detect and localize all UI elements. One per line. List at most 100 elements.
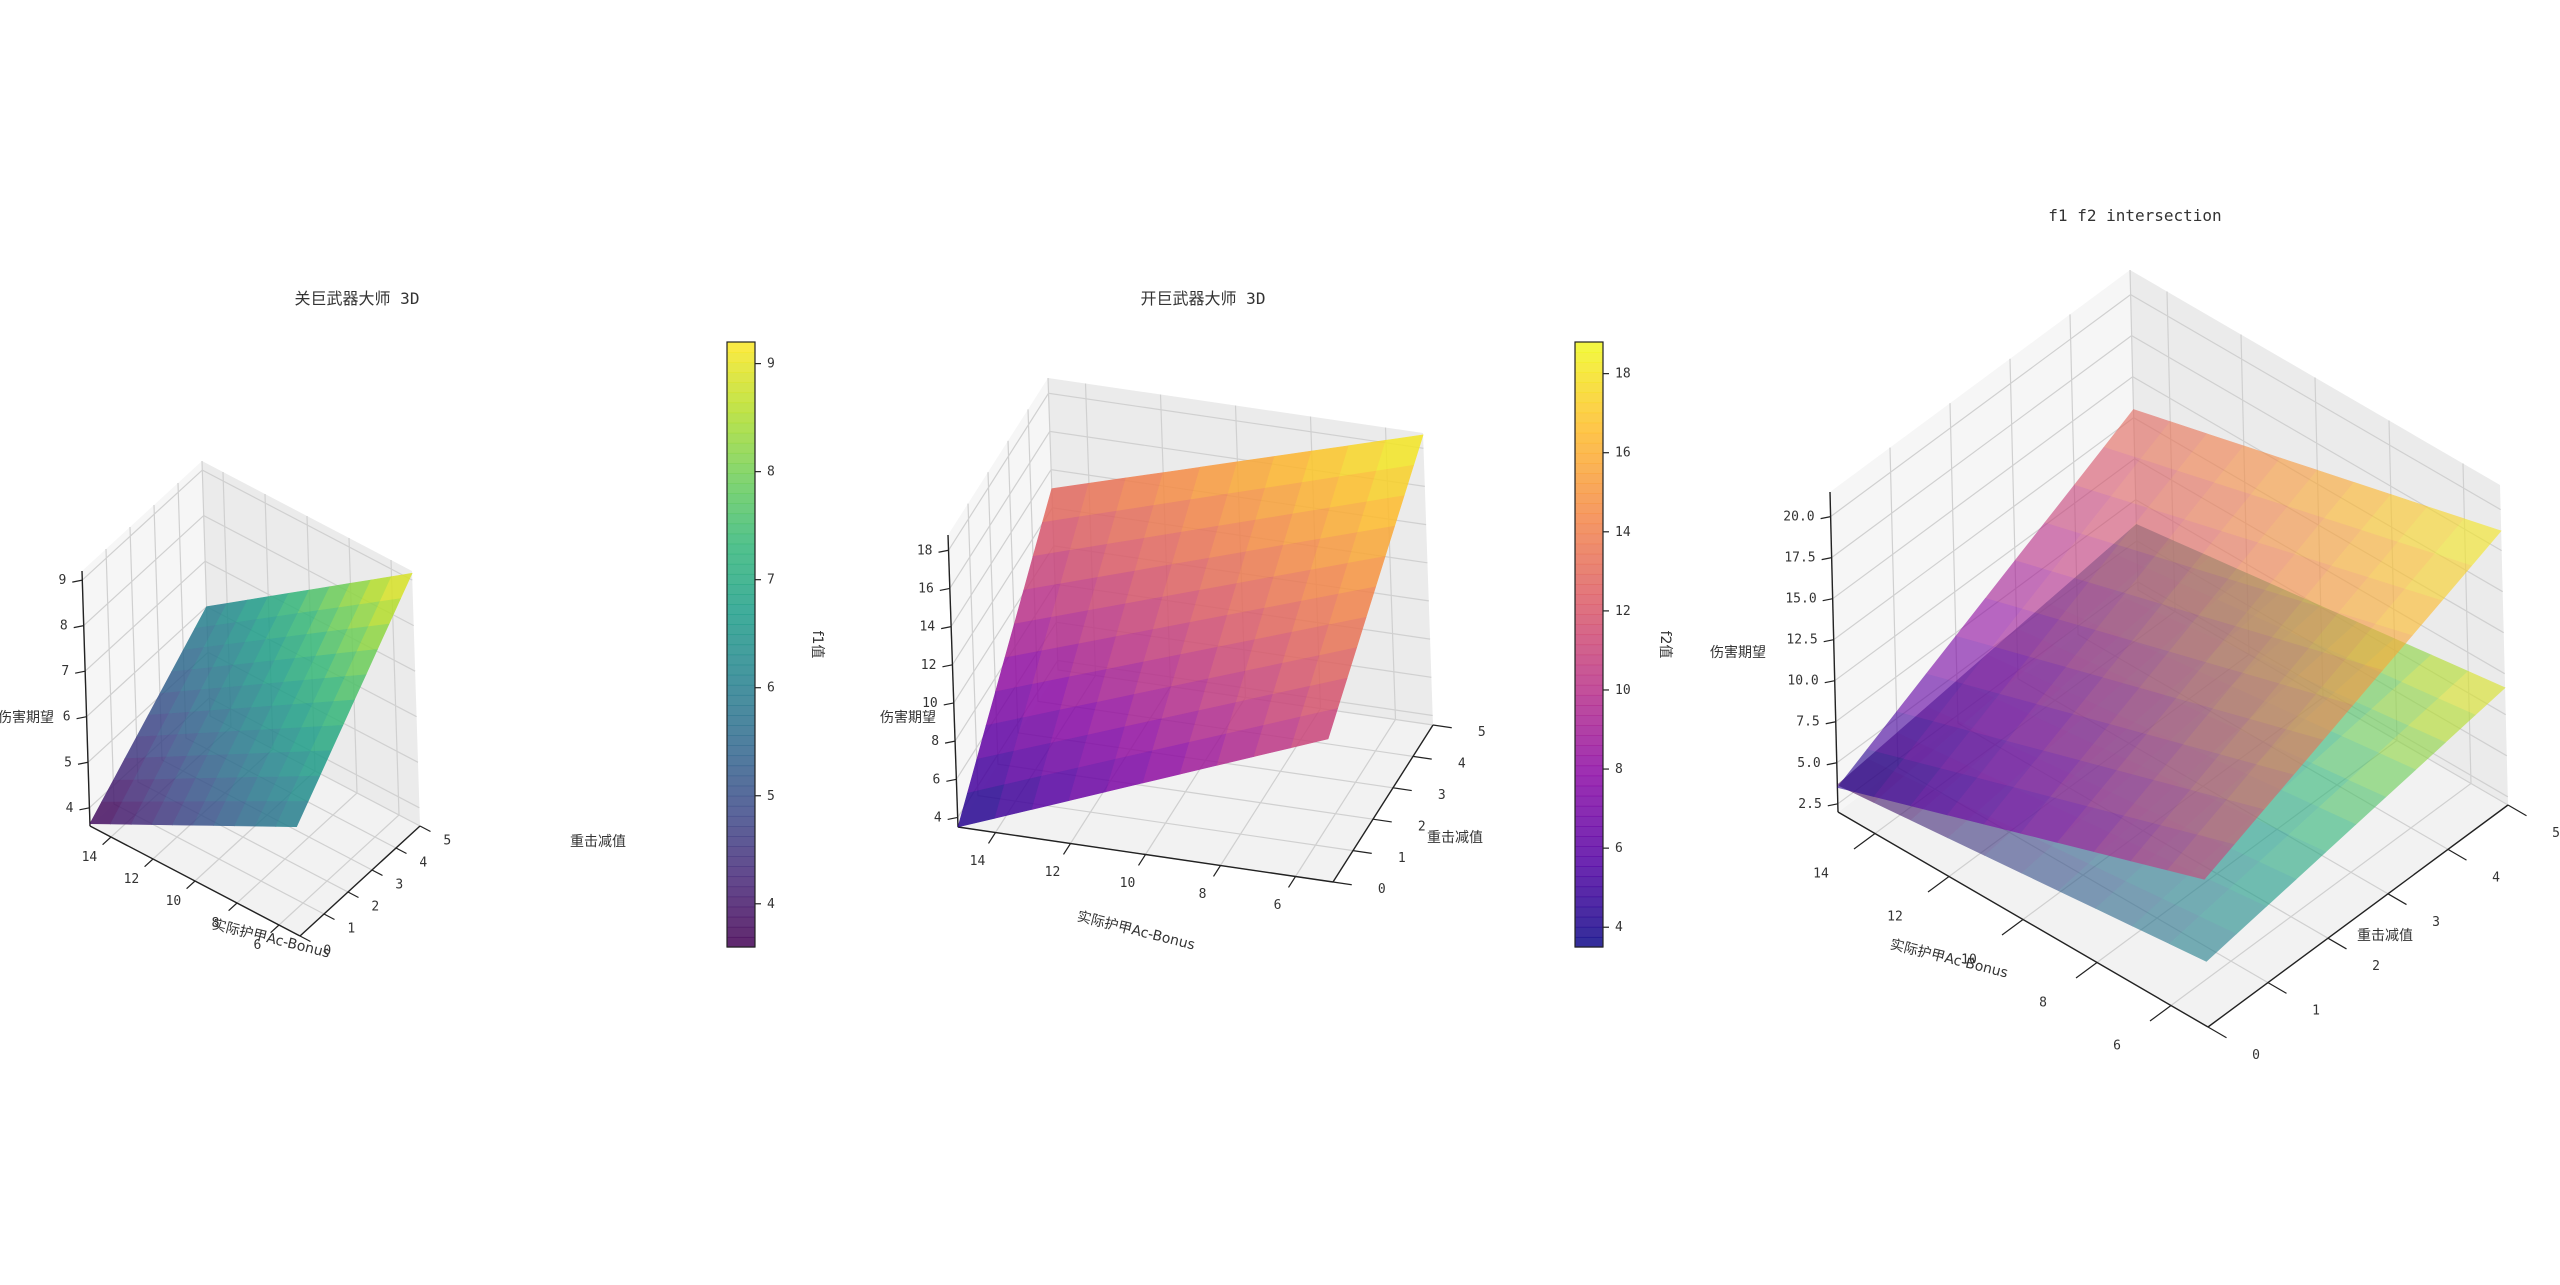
colorbar-band — [1575, 473, 1603, 484]
colorbar-band — [727, 805, 755, 817]
colorbar-band — [727, 584, 755, 595]
x-tick-label: 12 — [1045, 865, 1061, 880]
grid-z — [947, 392, 1424, 551]
colorbar-band — [727, 846, 755, 857]
x-tick-label: 8 — [1199, 887, 1207, 902]
colorbar-tick-label: 6 — [767, 681, 775, 696]
colorbar-band — [727, 896, 755, 908]
colorbar-band — [727, 755, 755, 767]
colorbar-tick-label: 18 — [1615, 367, 1631, 382]
x-tick-label: 14 — [1813, 866, 1829, 881]
colorbar-band — [1575, 452, 1603, 464]
z-axis-label: 伤害期望 — [0, 710, 54, 726]
colorbar: 4 6 8 10 12 14 16 18 f2值 — [1574, 341, 1673, 948]
x-tick-label: 8 — [211, 916, 219, 931]
colorbar-band — [727, 654, 755, 666]
colorbar-band — [1575, 372, 1603, 383]
z-tick — [75, 670, 86, 674]
colorbar-band — [1575, 745, 1603, 757]
y-axis-label: 重击减值 — [570, 834, 626, 850]
z-tick-label: 15.0 — [1785, 592, 1816, 607]
colorbar-band — [727, 674, 755, 686]
chart-title: 开巨武器大师 3D — [1141, 289, 1266, 308]
colorbar-band — [727, 664, 755, 676]
colorbar-band — [727, 452, 755, 464]
grid-z — [81, 469, 413, 581]
x-tick — [270, 924, 280, 934]
colorbar-band — [1575, 432, 1603, 444]
x-tick — [987, 832, 997, 844]
x-tick — [228, 902, 238, 912]
colorbar-tick-label: 12 — [1615, 604, 1631, 619]
colorbar-band — [727, 725, 755, 736]
z-axis-line — [947, 534, 959, 828]
colorbar-band — [1575, 694, 1603, 706]
x-tick — [1927, 876, 1950, 893]
colorbar-band — [727, 594, 755, 605]
colorbar-band — [1575, 553, 1603, 565]
y-tick — [1392, 787, 1412, 792]
colorbar-band — [727, 765, 755, 777]
colorbar-frame — [726, 341, 756, 948]
y-axis-label: 重击减值 — [2357, 928, 2413, 944]
colorbar-band — [727, 352, 755, 363]
y-tick-label: 5 — [1478, 725, 1486, 740]
y-tick — [2327, 937, 2347, 950]
z-tick — [1826, 762, 1837, 766]
surface-facet — [1290, 708, 1339, 749]
z-tick — [79, 807, 90, 811]
colorbar-tick-label: 6 — [1615, 841, 1623, 856]
x-tick — [2149, 1005, 2172, 1022]
z-tick-label: 16 — [918, 581, 934, 596]
colorbar-band — [1575, 775, 1603, 787]
colorbar-band — [727, 916, 755, 928]
colorbar-tick-label: 9 — [767, 357, 775, 372]
chart-panel-2: 141210860123454681012141618实际护甲Ac-Bonus重… — [880, 289, 1673, 953]
x-tick-label: 6 — [2113, 1038, 2121, 1053]
colorbar-band — [727, 705, 755, 716]
colorbar-band — [727, 775, 755, 787]
colorbar-band — [1575, 715, 1603, 726]
colorbar-band — [727, 372, 755, 383]
colorbar-tick-label: 4 — [767, 897, 775, 912]
chart-panel-3: 141210860123452.55.07.510.012.515.017.52… — [1710, 206, 2560, 1063]
y-tick-label: 3 — [395, 877, 403, 892]
x-tick — [1853, 833, 1876, 850]
colorbar-band — [1575, 866, 1603, 878]
y-tick-label: 3 — [2432, 915, 2440, 930]
y-axis-label: 重击减值 — [1427, 830, 1483, 846]
grid-z — [1830, 293, 2501, 518]
surface-facet — [275, 801, 309, 828]
colorbar-band — [1575, 604, 1603, 615]
y-tick-label: 2 — [1418, 819, 1426, 834]
colorbar-band — [727, 543, 755, 555]
colorbar-band — [1575, 795, 1603, 807]
colorbar-band — [1575, 805, 1603, 817]
y-tick — [419, 825, 431, 833]
colorbar-band — [727, 573, 755, 585]
colorbar-band — [727, 342, 755, 353]
colorbar-band — [727, 422, 755, 434]
z-tick — [947, 816, 958, 821]
colorbar-band — [1575, 402, 1603, 414]
y-tick — [2387, 893, 2407, 906]
surface-facet — [2167, 834, 2235, 880]
x-tick — [1287, 876, 1297, 888]
colorbar-band — [1575, 765, 1603, 777]
z-tick-label: 17.5 — [1784, 551, 1815, 566]
x-tick-label: 14 — [970, 854, 986, 869]
x-tick — [102, 836, 112, 846]
colorbar-band — [727, 644, 755, 656]
y-tick-label: 4 — [419, 855, 427, 870]
colorbar-band — [727, 614, 755, 625]
y-tick — [371, 869, 383, 877]
z-tick-label: 10 — [922, 696, 938, 711]
colorbar-band — [1575, 876, 1603, 888]
colorbar-band — [1575, 926, 1603, 938]
z-axis-line — [1829, 491, 1839, 813]
z-tick-label: 4 — [934, 810, 942, 825]
colorbar-band — [727, 735, 755, 746]
z-tick — [941, 626, 952, 630]
